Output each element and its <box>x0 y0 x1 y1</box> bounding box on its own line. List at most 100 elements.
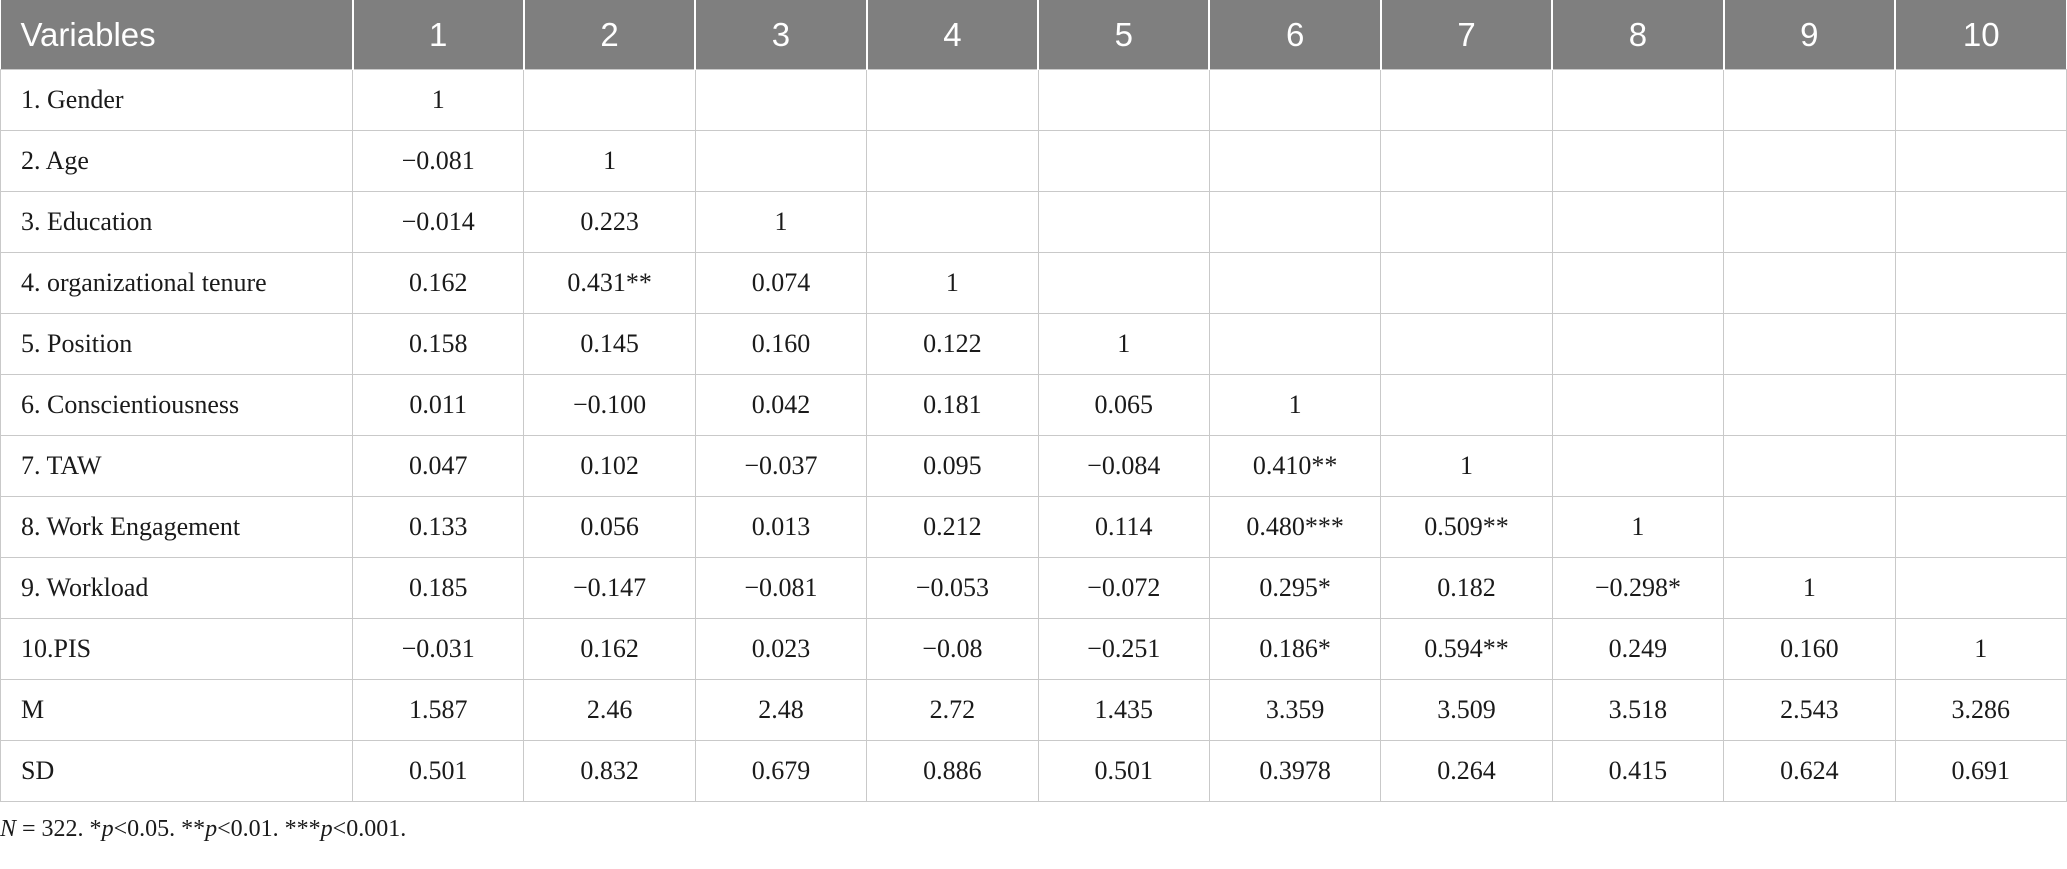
row-label: 5. Position <box>0 313 353 375</box>
note-t3: <0.001. <box>332 816 407 842</box>
table-cell: 0.042 <box>694 374 868 436</box>
header-col-5: 5 <box>1038 0 1211 70</box>
table-cell: 2.72 <box>866 679 1039 741</box>
table-cell <box>1208 69 1382 131</box>
table-cell <box>1037 191 1210 253</box>
table-cell: 0.212 <box>866 496 1039 558</box>
table-cell <box>694 130 868 192</box>
header-col-10: 10 <box>1895 0 2067 70</box>
table-cell: 0.023 <box>694 618 868 680</box>
table-cell: 2.46 <box>523 679 696 741</box>
note-p3: p <box>320 816 333 842</box>
header-col-8: 8 <box>1552 0 1725 70</box>
row-label: 4. organizational tenure <box>0 252 353 314</box>
row-label: 10.PIS <box>0 618 353 680</box>
table-cell: 1 <box>351 69 525 131</box>
table-cell <box>1723 69 1896 131</box>
table-cell <box>694 69 868 131</box>
table-cell <box>1208 130 1382 192</box>
table-cell <box>1894 191 2067 253</box>
table-cell: −0.08 <box>866 618 1039 680</box>
table-cell <box>1037 252 1210 314</box>
table-cell: 0.691 <box>1894 740 2067 802</box>
table-cell: 1.435 <box>1037 679 1210 741</box>
row-label: 9. Workload <box>0 557 353 619</box>
table-cell: 0.431** <box>523 252 696 314</box>
table-cell: 0.185 <box>351 557 525 619</box>
table-cell <box>1894 313 2067 375</box>
table-cell: 0.011 <box>351 374 525 436</box>
table-cell: 0.160 <box>694 313 868 375</box>
table-cell: 1 <box>1551 496 1725 558</box>
table-cell: 0.162 <box>523 618 696 680</box>
table-cell <box>1723 130 1896 192</box>
table-cell <box>1894 557 2067 619</box>
table-cell: 0.509** <box>1380 496 1553 558</box>
table-cell: 0.886 <box>866 740 1039 802</box>
table-cell <box>1551 130 1725 192</box>
table-cell: 1 <box>1894 618 2067 680</box>
table-cell: 0.415 <box>1551 740 1725 802</box>
table-cell: 0.162 <box>351 252 525 314</box>
table-row: 2. Age −0.081 1 <box>0 130 2067 192</box>
header-col-1: 1 <box>352 0 525 70</box>
table-cell: 0.501 <box>351 740 525 802</box>
table-cell: 0.295* <box>1208 557 1382 619</box>
table-cell <box>1380 252 1553 314</box>
table-cell: −0.031 <box>351 618 525 680</box>
table-cell <box>1551 191 1725 253</box>
table-cell <box>1894 69 2067 131</box>
table-cell: 1 <box>866 252 1039 314</box>
table-cell: 0.594** <box>1380 618 1553 680</box>
table-header: Variables 1 2 3 4 5 6 7 8 9 10 <box>0 0 2067 70</box>
table-row: 6. Conscientiousness 0.011 −0.100 0.042 0.18… <box>0 374 2067 436</box>
table-row: 8. Work Engagement 0.133 0.056 0.013 0.212 0.… <box>0 496 2067 558</box>
table-cell: 2.543 <box>1723 679 1896 741</box>
table-cell <box>1380 69 1553 131</box>
table-cell <box>1380 374 1553 436</box>
table-row: 3. Education −0.014 0.223 1 <box>0 191 2067 253</box>
table-cell: 3.286 <box>1894 679 2067 741</box>
table-cell <box>1380 130 1553 192</box>
table-cell: 1 <box>1723 557 1896 619</box>
table-cell <box>1037 69 1210 131</box>
table-cell: 0.186* <box>1208 618 1382 680</box>
table-cell <box>1551 252 1725 314</box>
table-cell: 1 <box>694 191 868 253</box>
table-cell: −0.100 <box>523 374 696 436</box>
header-col-2: 2 <box>523 0 697 70</box>
table-cell: 0.133 <box>351 496 525 558</box>
table-cell <box>1894 435 2067 497</box>
table-cell: 2.48 <box>694 679 868 741</box>
row-label: 8. Work Engagement <box>0 496 353 558</box>
note-n-value: = 322. * <box>16 816 102 842</box>
table-cell <box>1380 191 1553 253</box>
table-cell <box>1208 252 1382 314</box>
table-cell <box>1723 435 1896 497</box>
header-col-4: 4 <box>866 0 1040 70</box>
table-cell: −0.084 <box>1037 435 1210 497</box>
header-variables: Variables <box>0 0 354 70</box>
table-cell: 0.145 <box>523 313 696 375</box>
table-row: 10.PIS −0.031 0.162 0.023 −0.08 −0.251 0.186* 0… <box>0 618 2067 680</box>
note-t2: <0.01. *** <box>217 816 321 842</box>
row-label: 3. Education <box>0 191 353 253</box>
table-cell: 0.223 <box>523 191 696 253</box>
table-cell: 0.095 <box>866 435 1039 497</box>
table-cell: −0.298* <box>1551 557 1725 619</box>
table-cell: 0.074 <box>694 252 868 314</box>
note-p1: p <box>101 816 114 842</box>
table-row: 9. Workload 0.185 −0.147 −0.081 −0.053 −0.072… <box>0 557 2067 619</box>
table-cell: 1 <box>1037 313 1210 375</box>
table-cell: 0.122 <box>866 313 1039 375</box>
table-cell: 1.587 <box>351 679 525 741</box>
table-body: 1. Gender 1 2. Age −0.081 1 3. Education −0.01… <box>0 69 2067 802</box>
table-row: 1. Gender 1 <box>0 69 2067 131</box>
table-cell <box>1723 191 1896 253</box>
correlation-table-container: Variables 1 2 3 4 5 6 7 8 9 10 1. Gender 1 2. Age −0.… <box>0 0 2067 842</box>
table-cell: 3.359 <box>1208 679 1382 741</box>
row-label: 2. Age <box>0 130 353 192</box>
table-cell: 0.047 <box>351 435 525 497</box>
table-cell: 0.624 <box>1723 740 1896 802</box>
note-n-label: N <box>0 816 17 842</box>
